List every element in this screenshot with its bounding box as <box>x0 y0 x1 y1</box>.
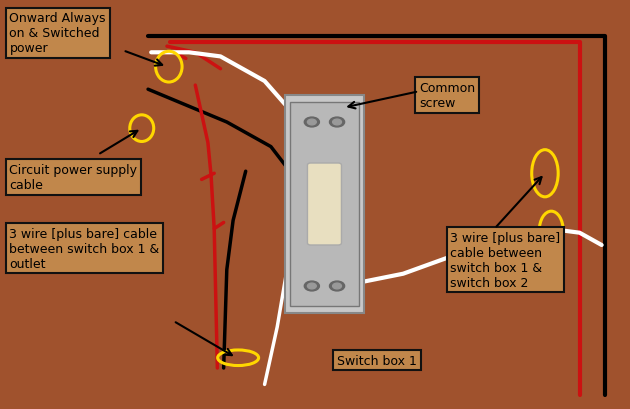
FancyBboxPatch shape <box>290 103 359 306</box>
Text: 3 wire [plus bare]
cable between
switch box 1 &
switch box 2: 3 wire [plus bare] cable between switch … <box>450 231 561 289</box>
Text: 3 wire [plus bare] cable
between switch box 1 &
outlet: 3 wire [plus bare] cable between switch … <box>9 227 159 270</box>
Circle shape <box>329 118 345 128</box>
Text: Onward Always
on & Switched
power: Onward Always on & Switched power <box>9 12 106 55</box>
Circle shape <box>329 281 345 291</box>
FancyBboxPatch shape <box>307 164 341 245</box>
Circle shape <box>307 120 316 126</box>
Circle shape <box>304 281 319 291</box>
Circle shape <box>333 283 341 289</box>
Circle shape <box>307 283 316 289</box>
Text: Common
screw: Common screw <box>419 82 475 110</box>
Circle shape <box>304 118 319 128</box>
FancyBboxPatch shape <box>285 96 364 313</box>
Text: Circuit power supply
cable: Circuit power supply cable <box>9 164 137 191</box>
Text: Switch box 1: Switch box 1 <box>337 354 417 367</box>
Circle shape <box>333 120 341 126</box>
